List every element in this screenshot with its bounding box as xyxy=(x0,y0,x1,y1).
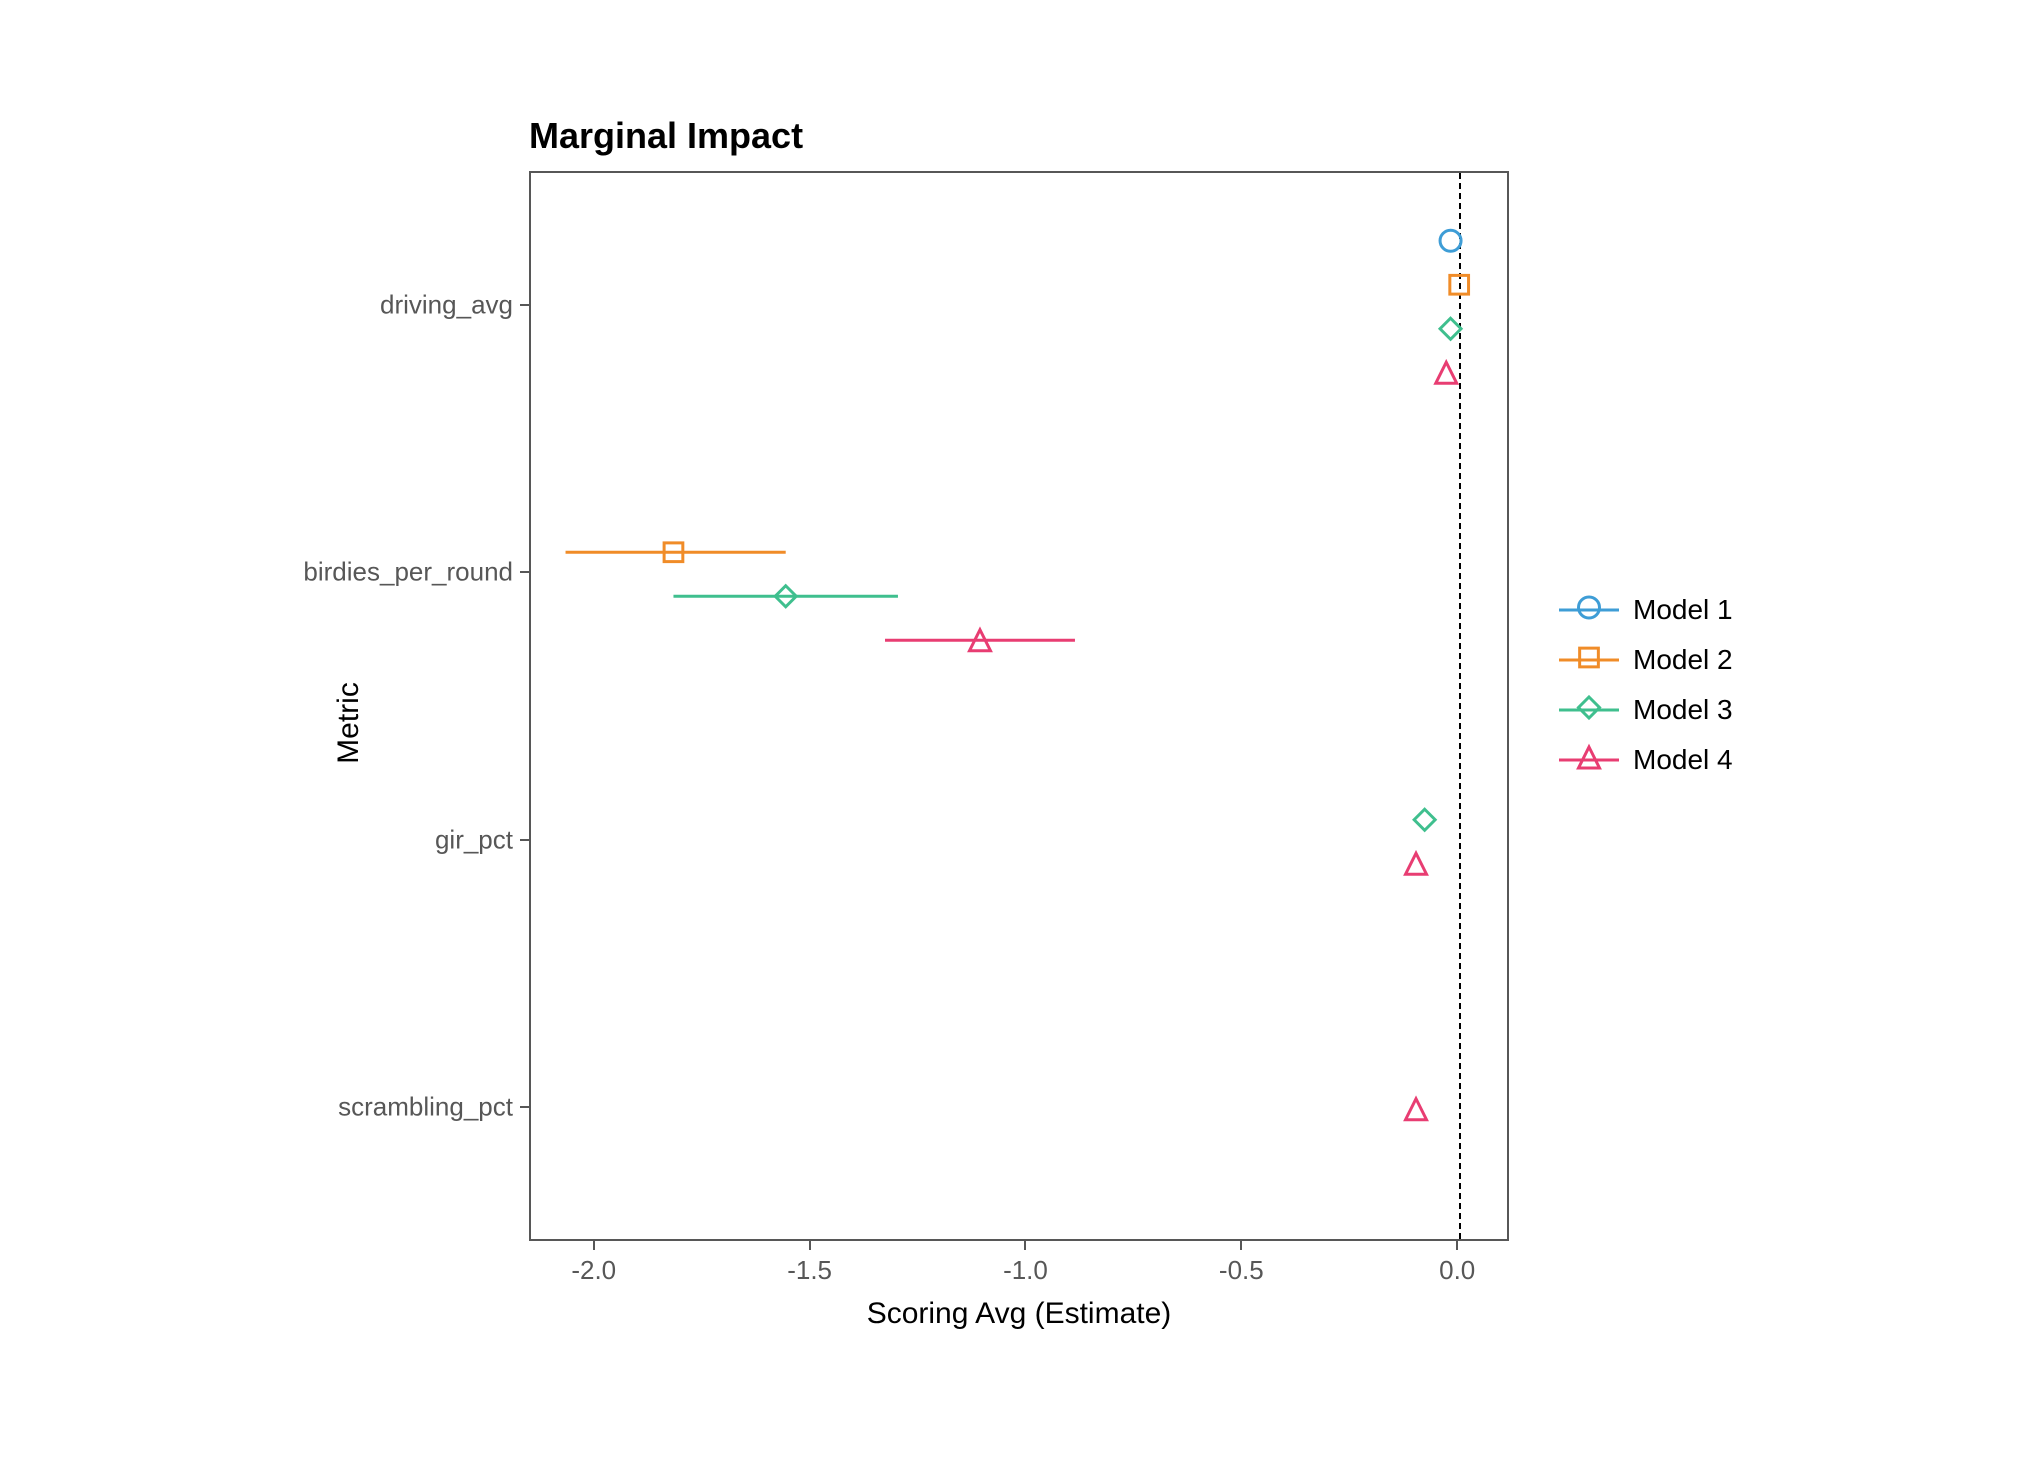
legend-swatch xyxy=(1559,644,1619,676)
legend-swatch xyxy=(1559,594,1619,626)
legend-item: Model 2 xyxy=(1559,644,1733,676)
y-tick-mark xyxy=(520,304,529,306)
data-point-marker xyxy=(1440,318,1461,339)
x-tick-mark xyxy=(809,1241,811,1250)
y-tick-label: gir_pct xyxy=(435,824,513,855)
legend-item: Model 4 xyxy=(1559,744,1733,776)
x-axis-label: Scoring Avg (Estimate) xyxy=(867,1297,1172,1331)
x-tick-mark xyxy=(1240,1241,1242,1250)
y-tick-mark xyxy=(520,571,529,573)
x-tick-mark xyxy=(1456,1241,1458,1250)
plot-area xyxy=(529,171,1509,1241)
data-point-marker xyxy=(1406,853,1427,874)
legend-swatch xyxy=(1559,744,1619,776)
diamond-marker-icon xyxy=(1577,696,1601,725)
legend-swatch xyxy=(1559,694,1619,726)
legend-label: Model 1 xyxy=(1633,594,1733,626)
y-tick-mark xyxy=(520,839,529,841)
x-tick-mark xyxy=(1024,1241,1026,1250)
legend-label: Model 4 xyxy=(1633,744,1733,776)
x-tick-label: -1.5 xyxy=(787,1255,832,1286)
x-tick-label: -2.0 xyxy=(571,1255,616,1286)
y-tick-mark xyxy=(520,1106,529,1108)
x-tick-label: -1.0 xyxy=(1003,1255,1048,1286)
legend-item: Model 1 xyxy=(1559,594,1733,626)
data-point-marker xyxy=(1406,1099,1427,1120)
legend-label: Model 2 xyxy=(1633,644,1733,676)
triangle-marker-icon xyxy=(1577,746,1601,775)
y-tick-label: driving_avg xyxy=(380,289,513,320)
y-tick-label: birdies_per_round xyxy=(303,557,513,588)
legend-label: Model 3 xyxy=(1633,694,1733,726)
chart-title: Marginal Impact xyxy=(529,115,803,157)
x-tick-label: 0.0 xyxy=(1439,1255,1475,1286)
chart-container: Marginal Impact Metric Scoring Avg (Esti… xyxy=(219,111,1819,1361)
x-tick-label: -0.5 xyxy=(1219,1255,1264,1286)
data-point-marker xyxy=(1436,362,1457,383)
plot-svg xyxy=(531,173,1507,1239)
legend-item: Model 3 xyxy=(1559,694,1733,726)
y-tick-label: scrambling_pct xyxy=(338,1092,513,1123)
y-axis-label: Metric xyxy=(332,623,366,823)
data-point-marker xyxy=(1440,230,1461,251)
data-point-marker xyxy=(1450,275,1469,294)
circle-marker-icon xyxy=(1577,596,1601,625)
x-tick-mark xyxy=(593,1241,595,1250)
legend: Model 1 Model 2 Model 3 Model 4 xyxy=(1559,594,1733,794)
square-marker-icon xyxy=(1577,646,1601,675)
data-point-marker xyxy=(1414,809,1435,830)
